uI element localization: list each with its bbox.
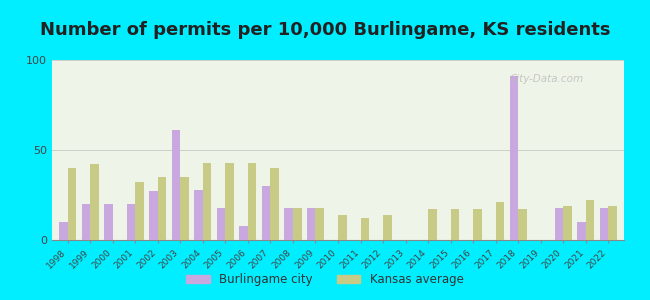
Bar	[510, 76, 518, 240]
Bar	[383, 215, 391, 240]
Bar	[104, 204, 113, 240]
Bar	[217, 208, 226, 240]
Bar	[172, 130, 180, 240]
Bar	[135, 182, 144, 240]
Legend: Burlingame city, Kansas average: Burlingame city, Kansas average	[181, 269, 469, 291]
Text: Number of permits per 10,000 Burlingame, KS residents: Number of permits per 10,000 Burlingame,…	[40, 21, 610, 39]
Bar	[194, 190, 203, 240]
Bar	[293, 208, 302, 240]
Bar	[180, 177, 189, 240]
Bar	[586, 200, 594, 240]
Bar	[361, 218, 369, 240]
Bar	[428, 209, 437, 240]
Bar	[496, 202, 504, 240]
Bar	[450, 209, 459, 240]
Bar	[248, 163, 257, 240]
Bar	[226, 163, 234, 240]
Bar	[262, 186, 270, 240]
Bar	[577, 222, 586, 240]
Bar	[315, 208, 324, 240]
Bar	[150, 191, 158, 240]
Bar	[307, 208, 315, 240]
Bar	[59, 222, 68, 240]
Bar	[203, 163, 211, 240]
Bar	[158, 177, 166, 240]
Bar	[338, 215, 346, 240]
Bar	[600, 208, 608, 240]
Bar	[563, 206, 572, 240]
Bar	[239, 226, 248, 240]
Bar	[68, 168, 76, 240]
Bar	[518, 209, 527, 240]
Bar	[82, 204, 90, 240]
Bar	[285, 208, 293, 240]
Bar	[473, 209, 482, 240]
Text: City-Data.com: City-Data.com	[510, 74, 584, 84]
Bar	[90, 164, 99, 240]
Bar	[127, 204, 135, 240]
Bar	[608, 206, 617, 240]
Bar	[270, 168, 279, 240]
Bar	[554, 208, 563, 240]
